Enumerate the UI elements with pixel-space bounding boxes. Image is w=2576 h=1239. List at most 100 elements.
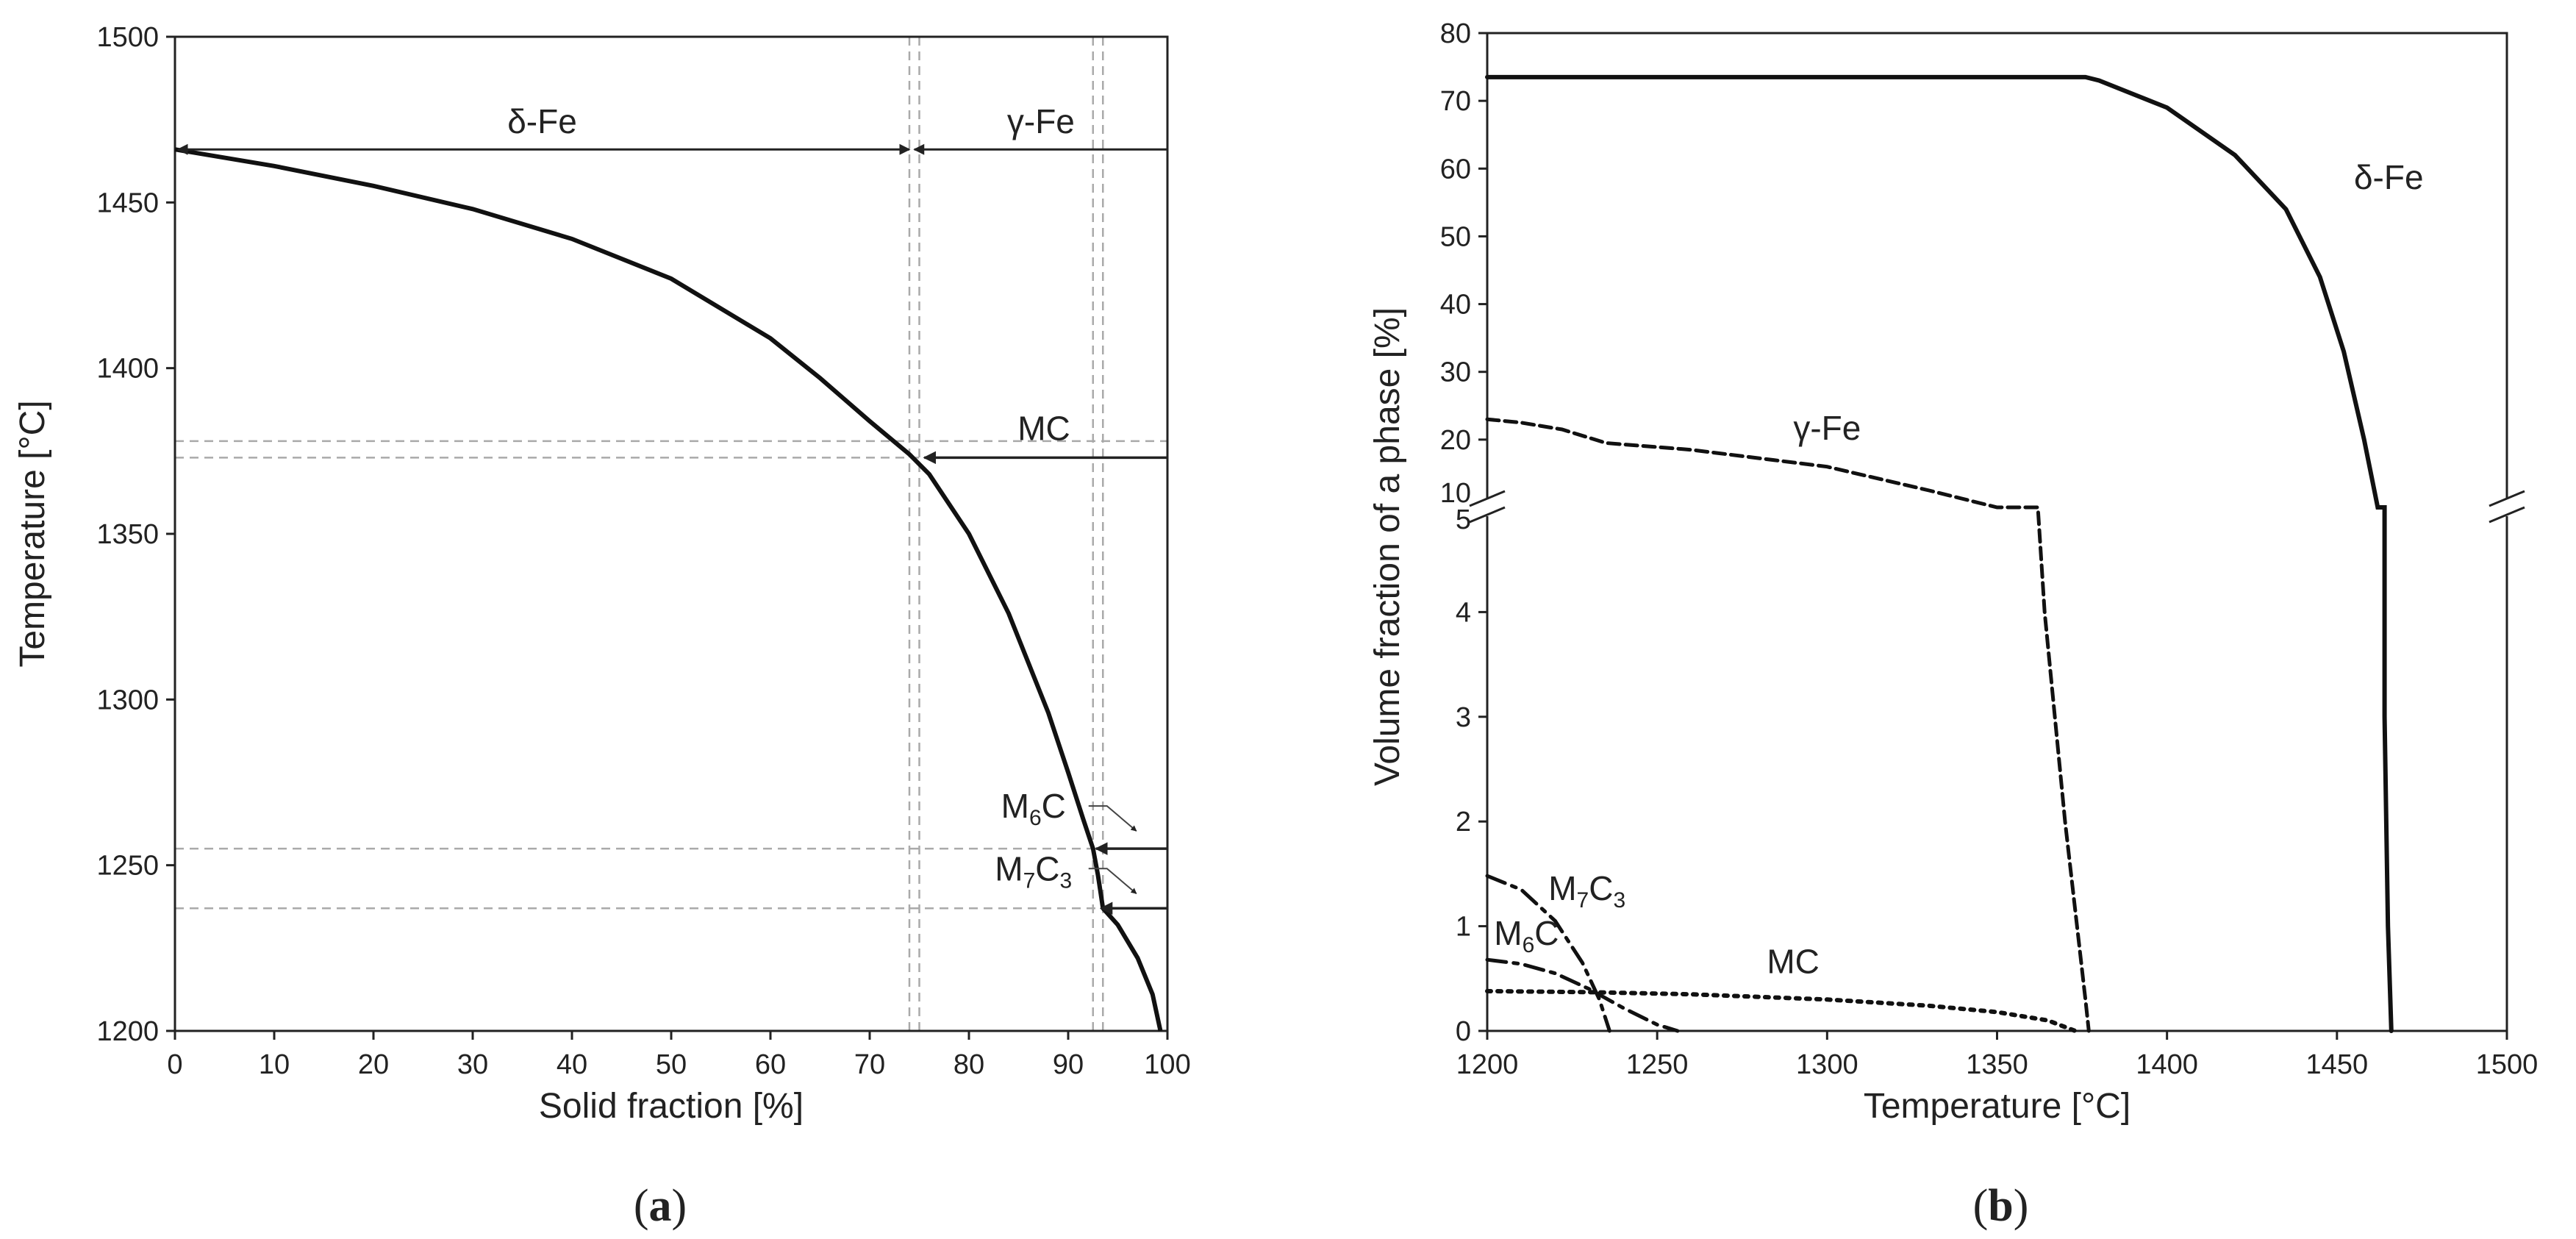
panel-b-series-m6c-label-base: M [1494,914,1522,952]
panel-b-x-tick-label-1350: 1350 [1966,1049,2028,1080]
panel-b-series-m7c3-label-sub: 7 [1577,888,1589,913]
panel-a-x-tick-label-30: 30 [457,1049,488,1080]
panel-a-y-tick-label-1500: 1500 [96,22,159,53]
panel-a-x-tick-label-0: 0 [167,1049,182,1080]
panel-b-y-tick-label-2: 2 [1456,807,1471,838]
panel-b-y-axis-label: Volume fraction of a phase [%] [1368,307,1407,786]
panel-b-series-m6c-label: M6C [1494,914,1559,957]
panel-b-y-tick-label-60: 60 [1440,154,1471,185]
panel-a-y-tick-label-1250: 1250 [96,851,159,882]
panel-b-series-m7c3-label-base: M [1548,869,1576,907]
panel-a-x-tick-label-100: 100 [1144,1049,1190,1080]
panel-b-label-letter: b [1988,1181,2013,1231]
panel-a-x-tick-label-20: 20 [358,1049,389,1080]
panel-b-series-mc-label: MC [1767,943,1820,981]
panel-b-x-tick-label-1500: 1500 [2476,1049,2539,1080]
panel-b-y-tick-label-5: 5 [1456,504,1471,535]
panel-b-series-m6c-line [1485,957,1680,1033]
panel-b-label-close: ) [2014,1181,2029,1231]
panel-b-break-mark-2a [2489,490,2525,507]
panel-a-x-tick-label-40: 40 [557,1049,587,1080]
panel-a-x-tick-label-10: 10 [259,1049,290,1080]
panel-a-y-axis-label: Temperature [°C] [13,400,52,667]
panel-b-y-tick-label-0: 0 [1456,1016,1471,1047]
panel-a-label-open: ( [634,1181,649,1231]
panel-b-series-mc-line [1485,988,2078,1033]
panel-a-chart: 0 10 20 30 40 50 60 70 80 90 100 12001250130013501… [13,22,1191,1231]
panel-b-series-m7c3-label-after: C [1589,869,1613,907]
panel-a-arrow-mc-label: MC [1017,409,1070,447]
panel-b-y-tick-label-50: 50 [1440,221,1471,252]
panel-b-series-m6c-label-sub: 6 [1523,933,1535,957]
panel-a-x-tick-label-70: 70 [854,1049,885,1080]
panel-a-arrow-m7c3-pointer [1088,868,1137,895]
panel-b-y-ticks: 0 1 2 3 4 510 20 30 40 50 60 70 80 [1440,18,1487,1047]
panel-b-series [1485,74,2394,1033]
panel-b-series-gamma-fe-line [1485,417,2091,1033]
panel-a-y-tick-label-1450: 1450 [96,188,159,218]
panel-a-x-axis-label: Solid fraction [%] [539,1087,804,1126]
panel-b-x-axis-label: Temperature [°C] [1864,1087,2130,1126]
panel-a-x-ticks: 0 10 20 30 40 50 60 70 80 90 100 [167,1031,1191,1080]
panel-a-arrow-m6c-pointer [1088,805,1137,832]
panel-a-label-letter: a [649,1181,672,1231]
panel-a-arrow-m7c3-label-sub: 7 [1023,868,1036,893]
panel-b-x-tick-label-1250: 1250 [1626,1049,1689,1080]
panel-b-series-m6c-label-after: C [1534,914,1559,952]
panel-b-y-tick-label-4: 4 [1456,597,1471,628]
panel-a-x-tick-label-60: 60 [755,1049,786,1080]
panel-a-arrow-m7c3-label: M7C3 [995,849,1072,893]
panel-a-x-tick-label-80: 80 [954,1049,984,1080]
panel-b-y-tick-label-40: 40 [1440,290,1471,321]
panel-a-y-tick-label-1300: 1300 [96,685,159,715]
panel-b-label-open: ( [1973,1181,1989,1231]
panel-a-arrow-m6c-label-mid: C [1042,787,1066,825]
panel-b-x-tick-label-1200: 1200 [1456,1049,1519,1080]
panel-a-solidification-curve [174,147,1163,1032]
panel-b-y-tick-label-1: 1 [1456,912,1471,943]
panel-b-y-tick-label-3: 3 [1456,702,1471,733]
panel-b-series-m7c3-label-sub2: 3 [1613,888,1625,913]
panel-a-arrow-m7c3-label-sub2: 3 [1060,868,1073,893]
panel-a-y-tick-label-1350: 1350 [96,519,159,550]
panel-a-range-gamma-fe-label: γ-Fe [1007,102,1075,140]
panel-b-chart: 1200 1250 1300 1350 1400 1450 1500 0 1 2 3 4 510 20 3… [1368,18,2538,1231]
panel-b-label: (b) [1973,1181,2029,1231]
panel-a-arrow-m7c3-label-base: M [995,849,1023,888]
panel-b-axis-breaks [1469,490,2525,524]
panel-b-y-tick-label-10: 10 [1440,478,1471,509]
panel-b-y-tick-label-20: 20 [1440,425,1471,456]
panel-b-y-tick-label-30: 30 [1440,357,1471,388]
panel-b-break-mark-2b [2489,506,2525,524]
panel-a-y-tick-label-1200: 1200 [96,1016,159,1047]
panel-b-x-tick-label-1450: 1450 [2306,1049,2369,1080]
panel-a-y-tick-label-1400: 1400 [96,354,159,385]
panel-b-series-gamma-fe-label: γ-Fe [1793,409,1861,447]
panel-b-x-ticks: 1200 1250 1300 1350 1400 1450 1500 [1456,1031,2539,1080]
panel-a-arrow-m7c3-label-mid: C [1035,849,1059,888]
panel-b-y-tick-label-80: 80 [1440,18,1471,49]
panel-a-x-tick-label-50: 50 [656,1049,687,1080]
panel-a-arrow-m6c-label-base: M [1001,787,1029,825]
panel-b-x-tick-label-1300: 1300 [1796,1049,1858,1080]
panel-b-series-delta-fe-label: δ-Fe [2354,158,2424,196]
panel-b-break-gap-1 [1470,499,1505,516]
panel-b-series-m7c3-label: M7C3 [1548,869,1625,913]
panel-a-phase-ranges: δ-Fe γ-Fe [176,102,1167,155]
panel-a-range-delta-fe-label: δ-Fe [507,102,577,140]
panel-b-series-delta-fe-line [1485,74,2394,1033]
panel-b-break-mark-1a [1469,490,1506,507]
panel-b-series-m7c3-line [1485,874,1611,1033]
panel-a-arrow-m6c-label-sub: 6 [1029,806,1042,830]
panel-a-y-ticks: 1200 1250 1300 1350 1400 1450 1500 [96,22,175,1047]
panel-b-y-tick-label-70: 70 [1440,86,1471,117]
panel-a-label-close: ) [672,1181,687,1231]
panel-a-x-tick-label-90: 90 [1053,1049,1084,1080]
panel-b-break-gap-2 [2489,499,2525,516]
panel-b-break-mark-1b [1469,506,1506,524]
panel-a-label: (a) [634,1181,687,1231]
panel-b-x-tick-label-1400: 1400 [2136,1049,2198,1080]
